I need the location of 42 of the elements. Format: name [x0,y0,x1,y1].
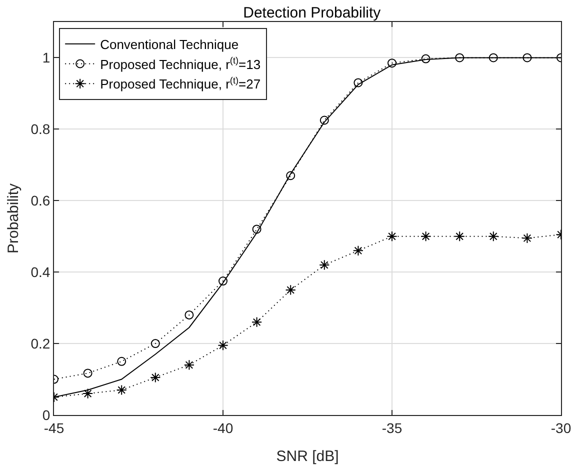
point [82,388,94,399]
point [388,58,396,68]
point [285,284,296,296]
point [522,53,532,62]
y-tick-label: 1 [42,50,50,66]
y-tick-label: 0.4 [30,264,50,280]
point [454,231,465,242]
point [218,340,228,351]
point [286,171,296,180]
point [386,231,398,242]
legend-label: Conventional Technique [100,36,239,52]
point [352,245,364,256]
point [83,368,92,378]
y-tick-label: 0.6 [30,192,50,209]
point [522,232,532,244]
y-tick-label: 0.8 [30,121,50,138]
point [421,54,430,64]
x-tick-label: -40 [212,420,234,436]
point [218,276,228,286]
point [420,231,432,242]
point [184,310,194,320]
x-tick-label: -35 [382,420,402,436]
point [184,360,194,370]
point [150,372,161,383]
point [455,53,464,62]
point [117,356,126,366]
point [252,224,262,234]
legend-label: Proposed Technique, r$^{(t)}$=27 [100,75,261,92]
point [488,231,499,242]
y-axis-title: Probability [4,182,22,254]
point [252,316,262,328]
x-tick-label: -30 [550,420,572,436]
chart-title: Detection Probability [243,4,382,22]
y-tick-label: 0.2 [30,335,50,352]
point [354,78,363,88]
legend-label: Proposed Technique, r$^{(t)}$=13 [100,55,261,72]
point [488,53,498,62]
point [320,116,329,125]
point [116,384,127,396]
point [150,339,160,348]
point [319,260,330,270]
x-axis-title: SNR [dB] [276,448,339,465]
